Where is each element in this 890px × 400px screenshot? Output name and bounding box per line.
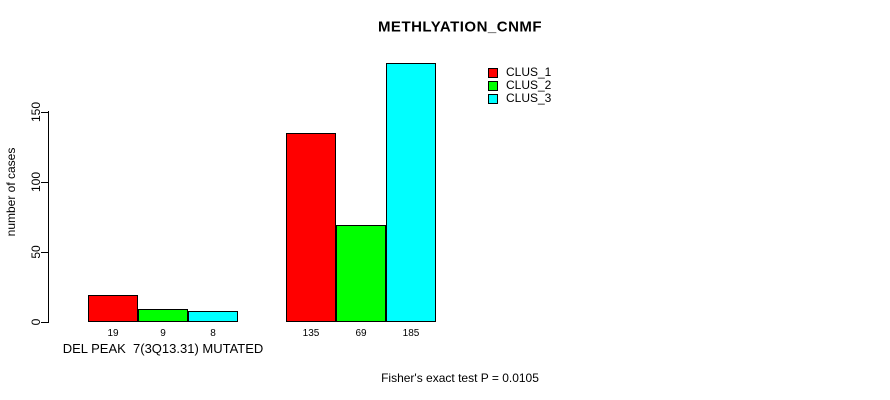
y-axis-tick — [41, 322, 48, 323]
y-axis-tick-label: 100 — [29, 171, 43, 193]
y-axis-label: number of cases — [4, 147, 18, 237]
fisher-test-caption: Fisher's exact test P = 0.0105 — [381, 371, 539, 385]
bar-value-label: 19 — [107, 328, 119, 339]
y-axis-tick-label: 150 — [29, 101, 43, 123]
legend-label: CLUS_2 — [506, 78, 552, 92]
y-axis-tick-label: 0 — [29, 318, 43, 326]
chart-title: METHLYATION_CNMF — [377, 18, 543, 36]
bar-group2-clus_1 — [286, 133, 336, 322]
y-axis-line — [48, 111, 49, 323]
bar-group1-clus_3 — [188, 311, 238, 322]
bar-group2-clus_2 — [336, 225, 386, 322]
bar-group2-clus_3 — [386, 63, 436, 322]
legend-item-clus_1: CLUS_1 — [488, 66, 551, 79]
legend: CLUS_1 CLUS_2 CLUS_3 — [488, 66, 551, 105]
bar-value-label: 69 — [355, 328, 367, 339]
bar-group1-clus_1 — [88, 295, 138, 322]
legend-swatch — [488, 93, 498, 104]
legend-item-clus_3: CLUS_3 — [488, 92, 551, 105]
bar-value-label: 8 — [210, 328, 216, 339]
legend-swatch — [488, 80, 498, 91]
bar-value-label: 9 — [160, 328, 166, 339]
legend-item-clus_2: CLUS_2 — [488, 79, 551, 92]
bar-value-label: 135 — [302, 328, 320, 339]
legend-swatch — [488, 67, 498, 78]
group-label: DEL PEAK 7(3Q13.31) MUTATED — [62, 341, 264, 356]
bar-value-label: 185 — [402, 328, 420, 339]
legend-label: CLUS_3 — [506, 91, 552, 105]
bar-group1-clus_2 — [138, 309, 188, 322]
y-axis-tick — [41, 112, 48, 113]
y-axis-tick — [41, 252, 48, 253]
legend-label: CLUS_1 — [506, 65, 552, 79]
y-axis-tick-label: 50 — [29, 245, 43, 259]
y-axis-tick — [41, 182, 48, 183]
